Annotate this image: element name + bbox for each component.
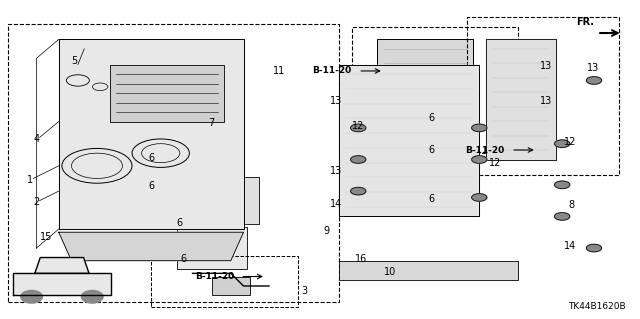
Text: 8: 8 <box>569 200 575 210</box>
Text: 13: 13 <box>540 96 552 106</box>
Text: 6: 6 <box>180 254 186 264</box>
Circle shape <box>472 156 487 163</box>
Circle shape <box>554 140 570 147</box>
Text: 6: 6 <box>428 113 435 123</box>
Polygon shape <box>59 232 244 261</box>
Text: 13: 13 <box>330 166 342 175</box>
Text: 1: 1 <box>27 175 33 185</box>
Bar <box>339 261 518 280</box>
Text: 13: 13 <box>330 96 342 106</box>
Bar <box>193 137 237 163</box>
Text: 6: 6 <box>148 182 154 191</box>
Circle shape <box>554 181 570 189</box>
Text: 12: 12 <box>564 137 577 147</box>
Text: 2: 2 <box>33 197 40 207</box>
Text: FR.: FR. <box>576 17 594 27</box>
Text: 9: 9 <box>323 226 330 236</box>
Circle shape <box>472 194 487 201</box>
Bar <box>180 131 244 169</box>
Polygon shape <box>59 39 244 229</box>
Polygon shape <box>486 39 556 160</box>
FancyBboxPatch shape <box>177 177 259 224</box>
Circle shape <box>351 124 366 132</box>
Bar <box>109 65 225 122</box>
Text: B-11-20: B-11-20 <box>312 66 352 76</box>
Circle shape <box>351 156 366 163</box>
FancyBboxPatch shape <box>177 227 246 269</box>
Text: B-11-20: B-11-20 <box>465 145 505 154</box>
Text: 3: 3 <box>301 286 307 296</box>
Text: 14: 14 <box>330 199 342 209</box>
Text: B-11-20: B-11-20 <box>195 272 234 281</box>
Text: 13: 13 <box>587 63 599 73</box>
Text: 6: 6 <box>428 194 435 204</box>
Text: 14: 14 <box>564 241 577 251</box>
Bar <box>212 277 250 295</box>
Circle shape <box>472 124 487 132</box>
Bar <box>378 39 473 128</box>
Text: 10: 10 <box>384 267 396 277</box>
Text: TK44B1620B: TK44B1620B <box>568 302 626 311</box>
Text: 4: 4 <box>33 134 40 144</box>
Text: 5: 5 <box>72 56 78 66</box>
Circle shape <box>351 187 366 195</box>
Text: 6: 6 <box>428 145 435 155</box>
Text: 11: 11 <box>273 66 285 76</box>
Text: 13: 13 <box>540 61 552 71</box>
Circle shape <box>554 213 570 220</box>
Text: 7: 7 <box>209 118 215 128</box>
Polygon shape <box>339 65 479 216</box>
Circle shape <box>586 244 602 252</box>
Text: 16: 16 <box>355 254 367 264</box>
Text: 6: 6 <box>177 218 183 228</box>
Text: 6: 6 <box>148 153 154 163</box>
Text: 15: 15 <box>40 232 52 242</box>
Text: 12: 12 <box>352 121 364 131</box>
Text: 12: 12 <box>489 158 501 168</box>
Circle shape <box>586 77 602 84</box>
